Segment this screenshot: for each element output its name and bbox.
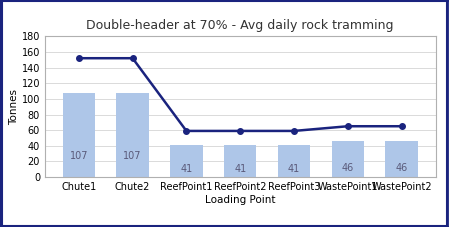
Text: 46: 46	[342, 163, 354, 173]
Bar	[224, 145, 256, 177]
Text: 107: 107	[123, 151, 142, 161]
Bar	[170, 145, 202, 177]
Text: 41: 41	[288, 164, 300, 174]
Text: 41: 41	[180, 164, 193, 174]
Bar	[278, 145, 310, 177]
Text: 46: 46	[396, 163, 408, 173]
X-axis label: Loading Point: Loading Point	[205, 195, 276, 205]
Bar	[332, 141, 364, 177]
Title: Double-header at 70% - Avg daily rock tramming: Double-header at 70% - Avg daily rock tr…	[87, 19, 394, 32]
Text: 107: 107	[70, 151, 88, 161]
Bar	[386, 141, 418, 177]
Bar	[63, 93, 95, 177]
Y-axis label: Tonnes: Tonnes	[9, 89, 19, 125]
Bar	[116, 93, 149, 177]
Text: 41: 41	[234, 164, 247, 174]
